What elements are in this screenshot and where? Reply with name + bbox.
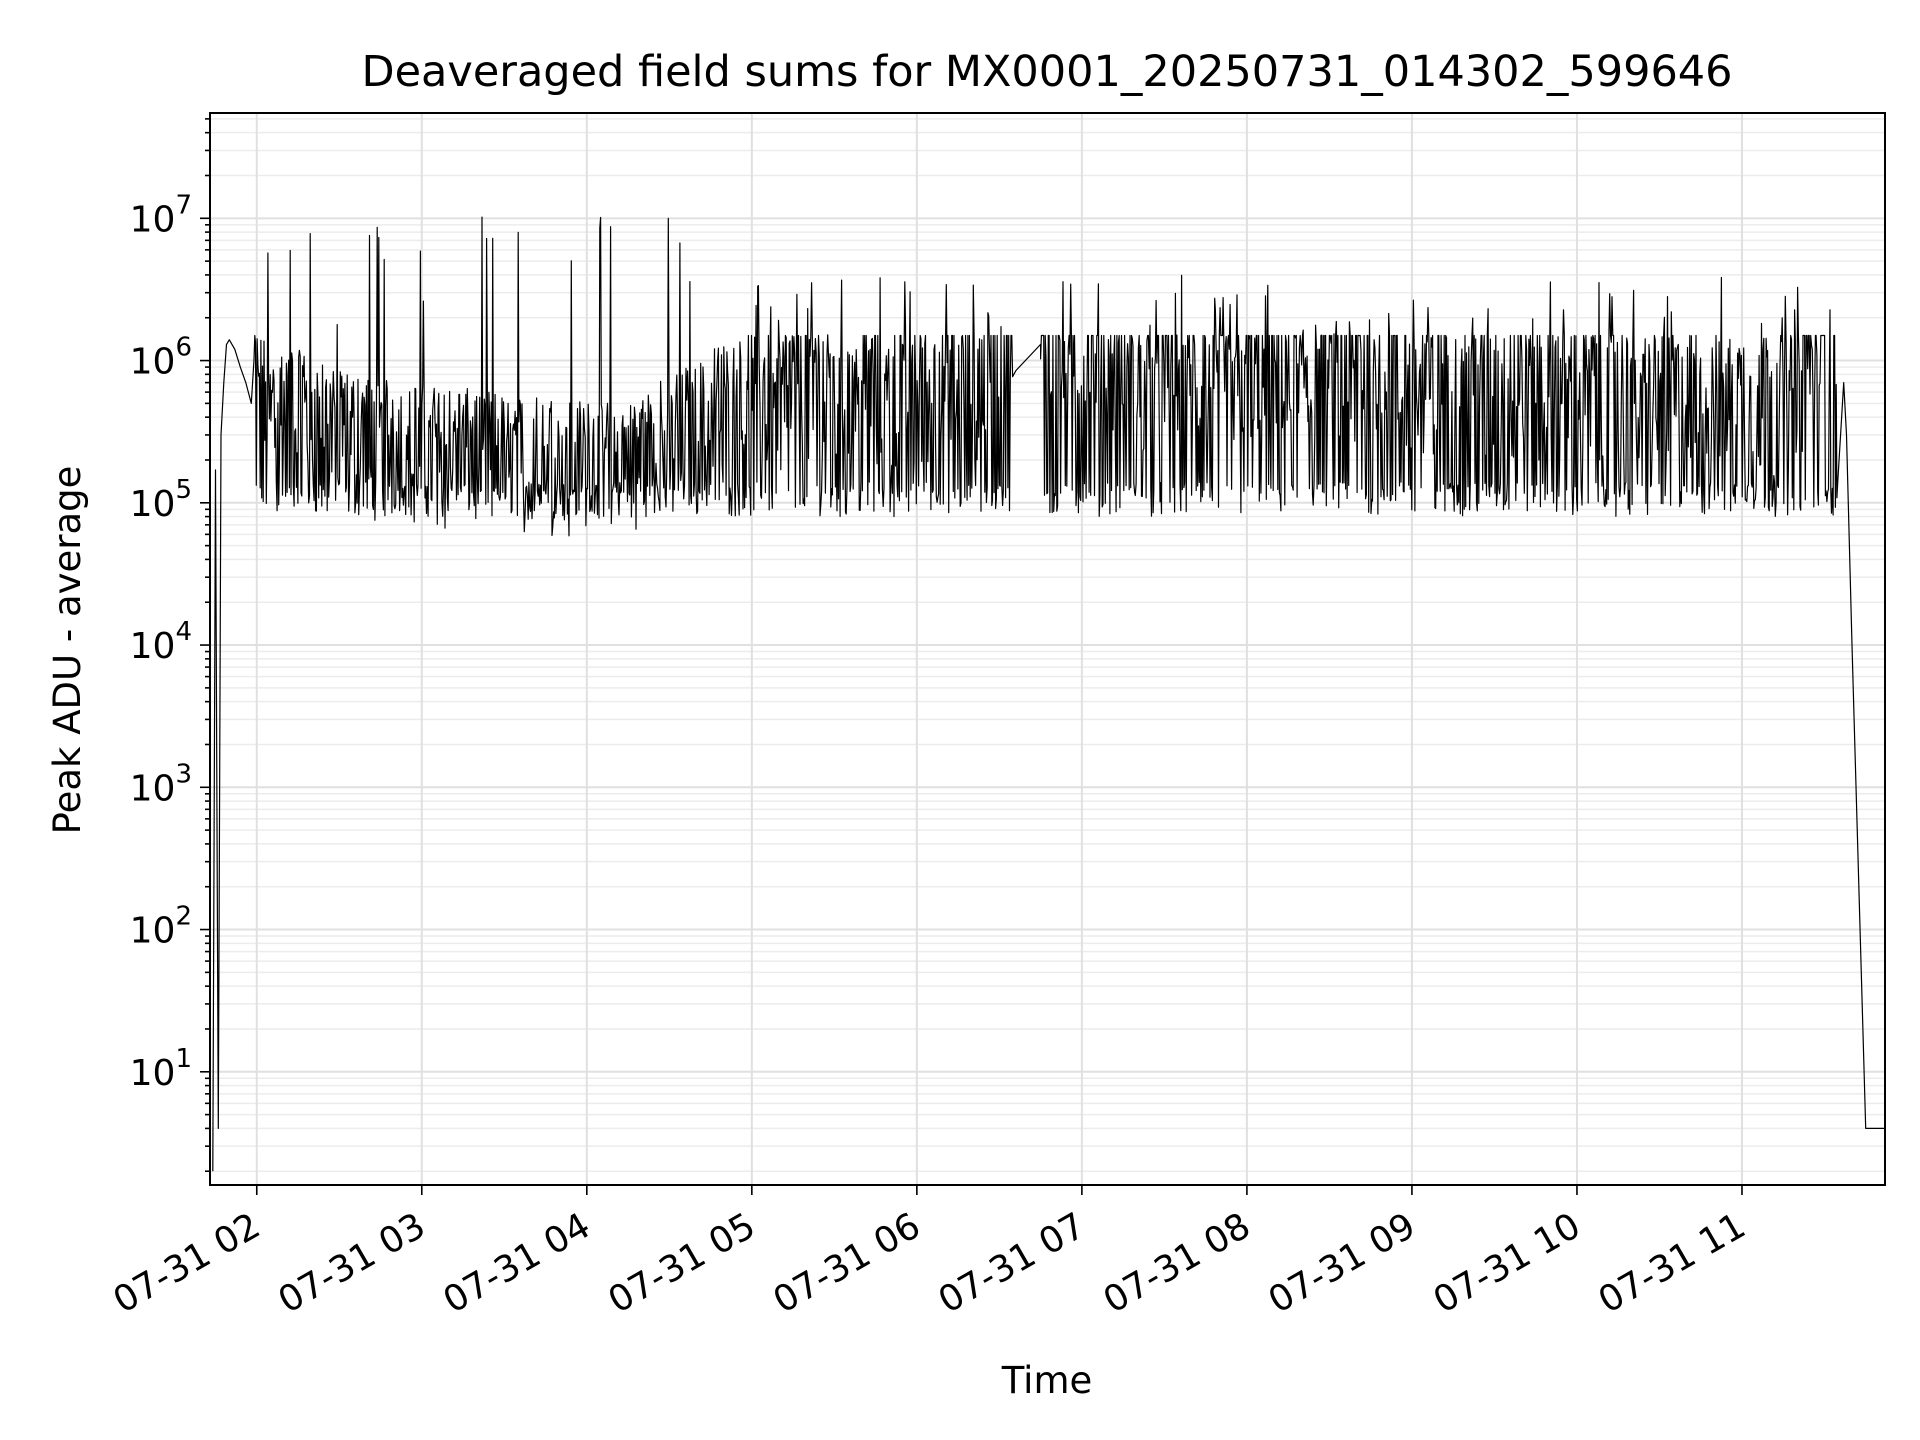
y-tick-label: 101 xyxy=(130,1044,192,1094)
x-axis-label: Time xyxy=(1001,1359,1093,1402)
x-tick-label: 07-31 05 xyxy=(602,1205,763,1321)
chart-title: Deaveraged field sums for MX0001_2025073… xyxy=(361,47,1732,97)
plot-frame xyxy=(209,112,1886,1186)
x-tick-label: 07-31 11 xyxy=(1592,1205,1753,1321)
x-tick-label: 07-31 08 xyxy=(1097,1205,1258,1321)
y-tick-base: 10 xyxy=(130,1053,176,1094)
series-line xyxy=(212,216,1885,1172)
y-tick-exponent: 3 xyxy=(175,759,192,789)
y-tick-label: 103 xyxy=(130,759,192,809)
y-tick-exponent: 4 xyxy=(175,617,192,647)
y-tick-base: 10 xyxy=(130,199,176,240)
y-tick-base: 10 xyxy=(130,768,176,809)
y-tick-exponent: 1 xyxy=(175,1044,192,1074)
x-tick-label: 07-31 04 xyxy=(437,1205,598,1321)
y-tick-exponent: 7 xyxy=(175,190,192,220)
y-tick-base: 10 xyxy=(130,484,176,525)
y-tick-base: 10 xyxy=(130,342,176,383)
y-tick-label: 107 xyxy=(130,190,192,240)
x-tick-label: 07-31 06 xyxy=(767,1205,928,1321)
y-tick-label: 104 xyxy=(130,617,192,667)
y-tick-label: 102 xyxy=(130,902,192,952)
y-tick-exponent: 6 xyxy=(175,333,192,363)
y-tick-exponent: 2 xyxy=(175,902,192,932)
y-tick-base: 10 xyxy=(130,911,176,952)
grid xyxy=(210,113,1885,1185)
x-tick-label: 07-31 07 xyxy=(932,1205,1093,1321)
x-tick-label: 07-31 03 xyxy=(272,1205,433,1321)
y-axis-label: Peak ADU - average xyxy=(46,466,89,835)
x-tick-label: 07-31 10 xyxy=(1427,1205,1588,1321)
y-tick-base: 10 xyxy=(130,626,176,667)
y-tick-exponent: 5 xyxy=(175,475,192,505)
y-tick-label: 105 xyxy=(130,475,192,525)
x-tick-label: 07-31 02 xyxy=(107,1205,268,1321)
y-tick-label: 106 xyxy=(130,333,192,383)
x-tick-label: 07-31 09 xyxy=(1262,1205,1423,1321)
